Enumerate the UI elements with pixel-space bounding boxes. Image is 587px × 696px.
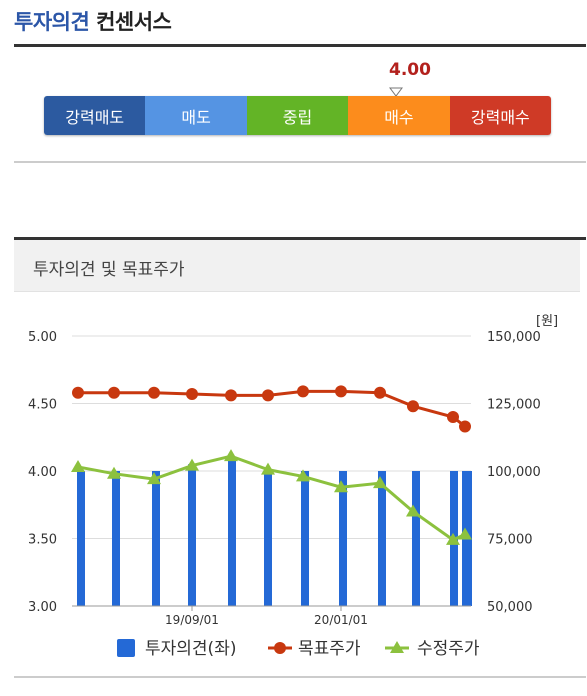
adjusted-price-point: [147, 472, 161, 485]
target-price-point: [225, 389, 237, 402]
adjusted-price-point: [185, 458, 199, 471]
scale-strong-sell: 강력매도: [44, 96, 146, 135]
target-price-point: [262, 389, 274, 402]
adjusted-price-point: [107, 466, 121, 479]
score-marker-icon: [389, 87, 403, 97]
target-price-line: [78, 389, 466, 428]
scale-buy: 매수: [348, 96, 450, 135]
adjusted-price-point: [373, 476, 387, 489]
title-colored: 투자의견: [14, 10, 90, 34]
target-price-point: [72, 386, 84, 399]
opinion-bar: [152, 471, 160, 606]
target-price-point: [148, 386, 160, 399]
legend-label-opinion: 투자의견(좌): [145, 639, 236, 659]
consensus-divider: [14, 161, 586, 163]
adjusted-price-point: [296, 469, 310, 482]
scale-strong-buy: 강력매수: [449, 96, 551, 135]
opinion-bar: [264, 471, 272, 606]
legend-adjusted-point: [390, 641, 404, 653]
legend-bar-swatch: [117, 639, 135, 657]
opinion-bar: [301, 471, 309, 606]
legend-target-point: [274, 642, 286, 654]
right-axis-tick: 75,000: [487, 533, 533, 548]
target-price-point: [108, 386, 120, 399]
page-title: 투자의견 컨센서스: [14, 6, 172, 36]
right-axis-tick: 50,000: [487, 600, 533, 615]
scale-sell: 매도: [145, 96, 247, 135]
adjusted-price-point: [406, 504, 420, 517]
left-axis-tick: 3.50: [28, 533, 57, 548]
target-price-point: [447, 411, 459, 423]
opinion-bar: [77, 471, 85, 606]
adjusted-price-point: [446, 532, 460, 545]
adjusted-price-point: [224, 449, 238, 462]
target-price-point: [297, 385, 309, 398]
x-axis-tick: 20/01/01: [314, 613, 368, 627]
section-header: 투자의견 및 목표주가: [14, 240, 580, 292]
adjusted-price-point: [334, 480, 348, 493]
right-axis-tick: 125,000: [487, 398, 541, 413]
adjusted-price-point: [458, 527, 472, 540]
right-axis-tick: 150,000: [487, 330, 541, 345]
legend-label-target: 목표주가: [298, 639, 361, 659]
opinion-bar: [188, 464, 196, 606]
target-price-point: [335, 385, 347, 398]
right-axis-tick: 100,000: [487, 465, 541, 480]
left-axis-tick: 5.00: [28, 330, 57, 345]
target-price-point: [407, 400, 419, 413]
consensus-score: 4.00: [389, 60, 431, 80]
section-divider: [14, 237, 586, 240]
adjusted-price-point: [71, 459, 85, 472]
target-price-point: [374, 386, 386, 399]
opinion-bar: [112, 471, 120, 606]
target-price-point: [186, 388, 198, 401]
left-axis-tick: 3.00: [28, 600, 57, 615]
title-dark: 컨센서스: [96, 10, 172, 34]
x-axis-tick: 19/09/01: [165, 613, 219, 627]
consensus-scale: 강력매도 매도 중립 매수 강력매수: [44, 96, 551, 135]
right-axis-unit: [원]: [536, 314, 559, 329]
left-axis-tick: 4.50: [28, 398, 57, 413]
bottom-divider: [14, 676, 586, 678]
opinion-bar: [412, 471, 420, 606]
target-price-point: [459, 420, 471, 433]
opinion-bar: [378, 471, 386, 606]
legend-label-adjusted: 수정주가: [417, 639, 480, 659]
opinion-bar: [228, 457, 236, 606]
adjusted-price-point: [261, 462, 275, 475]
left-axis-tick: 4.00: [28, 465, 57, 480]
header-divider: [14, 44, 586, 47]
scale-neutral: 중립: [246, 96, 349, 135]
opinion-bar: [339, 471, 347, 606]
section-title: 투자의견 및 목표주가: [33, 260, 185, 280]
